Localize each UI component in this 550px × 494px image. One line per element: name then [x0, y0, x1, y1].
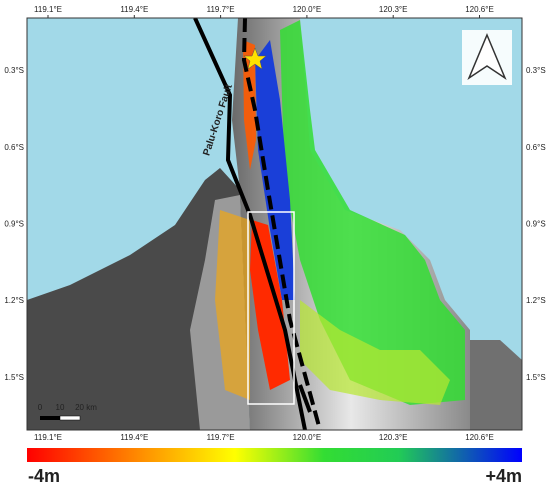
lon-label: 120.6°E: [465, 5, 494, 14]
lon-label: 119.7°E: [207, 433, 235, 442]
red-displacement: [250, 220, 290, 390]
lat-label: 1.5°S: [526, 373, 546, 382]
lat-label: 0.3°S: [4, 66, 24, 75]
red-north: [243, 40, 256, 170]
blue-displacement: [255, 40, 295, 300]
scale-bar: 0 10 20 km: [38, 403, 97, 421]
lon-label: 120.0°E: [293, 433, 322, 442]
lat-label: 0.9°S: [4, 220, 24, 229]
scale-label: 20 km: [75, 403, 97, 412]
fault-line-east: [241, 18, 322, 430]
graticule-labels: 119.1°E 119.4°E 119.7°E 120.0°E 120.3°E 120.6…: [4, 5, 545, 442]
east-land: [470, 340, 522, 430]
lon-label: 119.1°E: [34, 433, 62, 442]
lon-label: 119.7°E: [207, 5, 235, 14]
north-arrow: [462, 30, 512, 85]
lon-label: 120.3°E: [379, 5, 408, 14]
study-box: [247, 211, 295, 405]
fault-segment: [298, 384, 312, 413]
lon-label: 120.0°E: [293, 5, 322, 14]
fault-line: [193, 18, 307, 430]
lat-label: 0.6°S: [4, 143, 24, 152]
lat-label: 1.5°S: [4, 373, 24, 382]
lon-label: 119.4°E: [120, 433, 148, 442]
scale-label: 10: [56, 403, 65, 412]
lat-label: 1.2°S: [526, 296, 546, 305]
lon-label: 120.6°E: [465, 433, 494, 442]
lat-label: 0.3°S: [526, 66, 546, 75]
map-area: Palu-Koro Fault 0 10 20 km: [27, 18, 522, 430]
scale-label: 0: [38, 403, 43, 412]
epicenter-star: [243, 47, 267, 70]
orange-displacement: [215, 210, 250, 400]
lon-label: 120.3°E: [379, 433, 408, 442]
lon-label: 119.1°E: [34, 5, 62, 14]
yellow-green-displacement: [300, 300, 450, 405]
colorbar-max: +4m: [485, 466, 522, 486]
lat-label: 0.9°S: [526, 220, 546, 229]
lon-label: 119.4°E: [120, 5, 148, 14]
colorbar-min: -4m: [28, 466, 60, 486]
map-frame: [26, 17, 523, 431]
green-displacement: [280, 20, 465, 405]
colorbar: [27, 448, 522, 462]
lat-label: 1.2°S: [4, 296, 24, 305]
lat-label: 0.6°S: [526, 143, 546, 152]
